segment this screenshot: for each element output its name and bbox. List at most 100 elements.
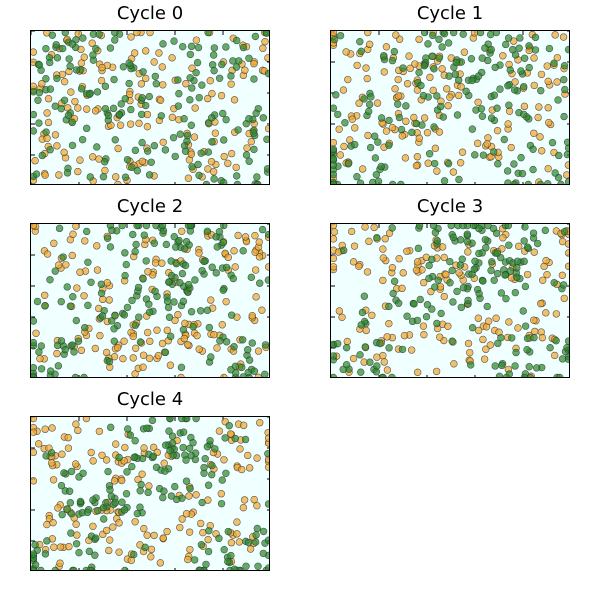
scatter-point-green <box>520 54 529 62</box>
scatter-point-orange <box>382 43 391 51</box>
scatter-point-green <box>468 323 477 332</box>
scatter-point-orange <box>537 299 545 308</box>
scatter-point-orange <box>399 269 407 277</box>
scatter-point-green <box>356 179 365 184</box>
scatter-point-green <box>209 51 218 59</box>
scatter-point-orange <box>382 127 391 135</box>
scatter-point-green <box>208 461 216 470</box>
scatter-point-orange <box>93 242 101 250</box>
scatter-point-green <box>97 280 106 288</box>
scatter-point-green <box>471 151 479 159</box>
scatter-point-orange <box>413 153 422 161</box>
scatter-point-green <box>66 302 75 310</box>
scatter-point-orange <box>215 427 224 435</box>
scatter-point-green <box>187 121 196 129</box>
scatter-point-green <box>559 281 568 289</box>
scatter-point-green <box>264 69 269 78</box>
scatter-point-green <box>166 417 174 423</box>
scatter-point-green <box>98 312 107 320</box>
scatter-point-green <box>61 346 70 354</box>
scatter-point-green <box>106 243 115 251</box>
scatter-point-green <box>242 151 251 159</box>
scatter-point-green <box>81 323 89 332</box>
scatter-point-orange <box>331 224 338 230</box>
scatter-point-green <box>504 179 512 184</box>
scatter-point-orange <box>138 157 147 166</box>
scatter-point-green <box>438 43 446 51</box>
scatter-point-green <box>67 510 76 518</box>
scatter-point-orange <box>538 333 547 342</box>
scatter-point-green <box>220 178 228 184</box>
scatter-point-green <box>250 367 259 375</box>
scatter-point-orange <box>99 295 107 304</box>
scatter-point-green <box>101 104 110 113</box>
scatter-point-green <box>137 110 146 119</box>
scatter-point-green <box>222 115 230 124</box>
scatter-point-green <box>211 445 219 453</box>
scatter-point-green <box>525 63 533 72</box>
scatter-point-green <box>203 306 212 315</box>
plot-area <box>30 30 270 185</box>
scatter-point-orange <box>407 346 416 354</box>
scatter-point-orange <box>380 358 388 366</box>
scatter-point-orange <box>217 91 226 100</box>
scatter-point-green <box>245 356 254 364</box>
scatter-point-orange <box>362 64 370 72</box>
scatter-point-green <box>166 447 174 455</box>
scatter-point-orange <box>499 234 507 242</box>
scatter-point-green <box>80 373 88 377</box>
subplot-title: Cycle 1 <box>416 3 484 24</box>
scatter-point-green <box>230 343 238 351</box>
scatter-point-green <box>145 171 154 179</box>
scatter-point-green <box>254 180 262 184</box>
scatter-point-orange <box>507 143 515 152</box>
scatter-point-green <box>523 243 532 251</box>
scatter-point-green <box>109 104 118 113</box>
scatter-point-orange <box>185 528 194 536</box>
scatter-point-green <box>452 58 460 67</box>
scatter-point-green <box>196 307 205 315</box>
scatter-point-orange <box>440 292 448 301</box>
scatter-point-green <box>532 364 541 372</box>
scatter-point-orange <box>363 268 372 276</box>
scatter-point-green <box>530 333 538 342</box>
scatter-point-green <box>144 488 152 497</box>
scatter-point-green <box>136 338 145 346</box>
scatter-point-green <box>142 224 151 230</box>
scatter-point-orange <box>392 31 400 39</box>
scatter-point-green <box>205 527 213 535</box>
scatter-point-green <box>463 237 472 246</box>
scatter-point-orange <box>248 312 256 320</box>
scatter-point-green <box>145 92 154 101</box>
scatter-point-green <box>491 63 499 72</box>
scatter-point-green <box>143 147 152 155</box>
scatter-point-green <box>51 566 59 570</box>
scatter-point-green <box>453 111 462 119</box>
scatter-point-green <box>513 257 522 266</box>
scatter-point-green <box>115 453 123 462</box>
scatter-point-green <box>487 114 496 122</box>
scatter-point-green <box>505 241 513 249</box>
scatter-point-orange <box>138 470 146 478</box>
scatter-point-orange <box>338 313 346 322</box>
scatter-point-green <box>111 499 119 507</box>
scatter-point-orange <box>342 48 350 56</box>
scatter-point-orange <box>562 171 569 179</box>
scatter-point-green <box>494 160 502 168</box>
scatter-point-orange <box>559 33 568 41</box>
scatter-point-orange <box>553 78 561 86</box>
scatter-point-green <box>160 487 168 495</box>
scatter-point-green <box>225 421 233 430</box>
scatter-point-green <box>35 88 44 97</box>
scatter-point-orange <box>40 291 49 300</box>
scatter-point-orange <box>131 344 140 353</box>
scatter-point-orange <box>351 124 359 132</box>
scatter-point-green <box>334 110 342 119</box>
scatter-point-green <box>111 31 119 37</box>
scatter-point-green <box>377 114 386 122</box>
scatter-point-green <box>430 159 439 168</box>
scatter-point-green <box>334 339 342 348</box>
scatter-point-green <box>459 284 468 292</box>
scatter-point-green <box>66 499 75 507</box>
scatter-point-green <box>216 337 224 345</box>
